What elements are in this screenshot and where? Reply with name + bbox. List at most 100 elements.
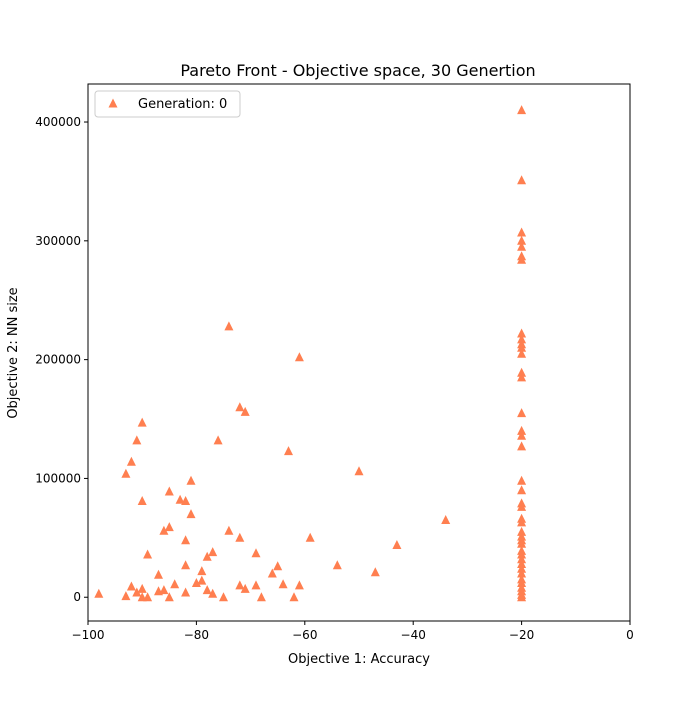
- data-point: [154, 569, 163, 579]
- data-point: [256, 592, 266, 602]
- data-point: [94, 588, 104, 598]
- data-point: [517, 538, 527, 548]
- data-point: [289, 592, 299, 602]
- legend-marker-triangle: [108, 98, 118, 108]
- data-point: [251, 548, 261, 558]
- data-point: [517, 334, 527, 344]
- data-point: [132, 435, 142, 445]
- y-tick-label: 200000: [35, 353, 81, 367]
- data-point: [175, 494, 185, 504]
- data-point: [517, 592, 527, 602]
- y-tick-label: 100000: [35, 471, 81, 485]
- data-point: [235, 402, 245, 412]
- data-point: [224, 321, 234, 331]
- data-point: [517, 372, 527, 382]
- data-point: [219, 592, 228, 602]
- data-point: [517, 554, 527, 564]
- data-point: [517, 578, 527, 587]
- data-point: [164, 486, 174, 496]
- data-point: [517, 235, 527, 245]
- data-point: [213, 435, 223, 445]
- data-point: [517, 105, 527, 115]
- data-point: [202, 551, 212, 561]
- data-point: [235, 580, 245, 590]
- data-point: [441, 515, 451, 524]
- data-point: [294, 352, 304, 362]
- x-tick-label: −80: [184, 628, 209, 642]
- data-point: [132, 587, 142, 597]
- data-point: [332, 560, 342, 570]
- x-tick-label: −100: [72, 628, 105, 642]
- data-point: [517, 408, 527, 418]
- x-axis-label: Objective 1: Accuracy: [288, 652, 430, 667]
- data-point: [121, 591, 131, 601]
- data-point: [273, 561, 283, 571]
- data-point: [517, 430, 527, 440]
- data-point: [235, 532, 245, 542]
- x-tick-label: −60: [292, 628, 317, 642]
- data-point: [197, 566, 207, 576]
- data-point: [159, 585, 169, 595]
- data-point: [170, 579, 180, 589]
- data-point: [517, 227, 527, 237]
- data-point: [137, 496, 147, 505]
- data-point: [517, 348, 527, 358]
- data-point: [126, 456, 136, 466]
- data-point: [143, 592, 153, 602]
- data-point: [517, 563, 527, 573]
- data-point: [517, 559, 527, 568]
- legend-box: [94, 90, 241, 118]
- data-point: [517, 367, 527, 377]
- data-point: [517, 441, 527, 451]
- data-point: [137, 417, 147, 427]
- data-point: [181, 496, 191, 505]
- data-point: [517, 241, 527, 251]
- data-point: [240, 583, 250, 593]
- data-point: [517, 526, 527, 536]
- data-point: [251, 580, 261, 590]
- legend: Generation: 0: [94, 90, 241, 118]
- legend-label: Generation: 0: [138, 97, 227, 112]
- y-tick-label: 0: [73, 590, 81, 604]
- data-point: [305, 532, 315, 542]
- data-point: [354, 466, 364, 476]
- data-point: [164, 592, 174, 602]
- data-point: [517, 517, 527, 527]
- data-point: [517, 475, 527, 485]
- data-point: [197, 575, 207, 585]
- plot-frame: [87, 83, 631, 622]
- data-point: [164, 522, 174, 532]
- data-point: [202, 585, 212, 595]
- x-axis: −100 −80 −60 −40 −20 0: [72, 621, 634, 642]
- data-point: [181, 560, 191, 570]
- data-point: [208, 547, 218, 557]
- data-point: [181, 587, 191, 597]
- data-point: [224, 525, 234, 535]
- data-point: [517, 175, 527, 185]
- data-point: [181, 535, 191, 545]
- data-point: [517, 568, 527, 578]
- data-point: [284, 446, 293, 456]
- data-point: [208, 588, 218, 598]
- x-tick-label: −20: [509, 628, 534, 642]
- y-tick-label: 400000: [35, 115, 81, 129]
- data-point: [392, 540, 402, 549]
- chart-title: Pareto Front - Objective space, 30 Gener…: [180, 61, 535, 80]
- data-point: [186, 475, 196, 485]
- data-point: [370, 567, 380, 577]
- data-point: [517, 342, 527, 352]
- data-points: [94, 105, 527, 602]
- data-point: [517, 549, 527, 559]
- data-point: [278, 579, 288, 589]
- data-point: [240, 406, 250, 416]
- data-point: [294, 580, 304, 590]
- data-point: [191, 578, 201, 587]
- x-tick-label: −40: [401, 628, 426, 642]
- data-point: [517, 425, 527, 435]
- data-point: [517, 328, 527, 338]
- data-point: [267, 568, 277, 578]
- data-point: [159, 525, 169, 535]
- data-point: [517, 501, 527, 511]
- data-point: [137, 583, 147, 593]
